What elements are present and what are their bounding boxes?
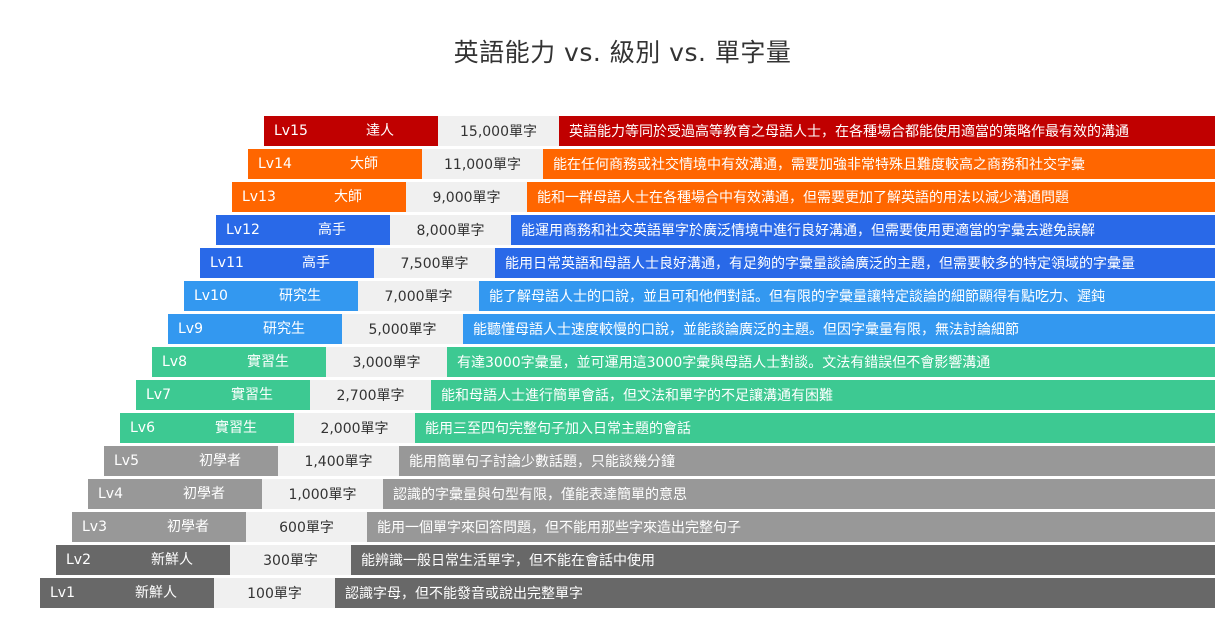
- ability-description: 能用日常英語和母語人士良好溝通，有足夠的字彙量談論廣泛的主題，但需要較多的特定領…: [495, 248, 1215, 278]
- table-row: Lv3 初學者 600單字 能用一個單字來回答問題，但不能用那些字來造出完整句子: [72, 512, 1215, 542]
- level-number: Lv10: [194, 288, 228, 304]
- vocabulary-count: 11,000單字: [422, 149, 543, 179]
- chart-title: 英語能力 vs. 級別 vs. 單字量: [453, 38, 792, 67]
- ability-description: 英語能力等同於受過高等教育之母語人士，在各種場合都能使用適當的策略作最有效的溝通: [559, 116, 1215, 146]
- level-cell: Lv15 達人: [264, 116, 438, 146]
- level-cell: Lv13 大師: [232, 182, 406, 212]
- level-number: Lv3: [82, 519, 107, 535]
- ability-description: 能用三至四句完整句子加入日常主題的會話: [415, 413, 1215, 443]
- table-row: Lv9 研究生 5,000單字 能聽懂母語人士速度較慢的口說，並能談論廣泛的主題。但因…: [168, 314, 1215, 344]
- vocabulary-count: 15,000單字: [438, 116, 559, 146]
- level-number: Lv11: [210, 255, 244, 271]
- vocabulary-count: 2,700單字: [310, 380, 431, 410]
- table-row: Lv14 大師 11,000單字 能在任何商務或社交情境中有效溝通，需要加強非常特殊且…: [248, 149, 1215, 179]
- table-row: Lv5 初學者 1,400單字 能用簡單句子討論少數話題，只能談幾分鐘: [104, 446, 1215, 476]
- table-row: Lv12 高手 8,000單字 能運用商務和社交英語單字於廣泛情境中進行良好溝通，但需…: [216, 215, 1215, 245]
- ability-description: 能了解母語人士的口說，並且可和他們對話。但有限的字彙量讓特定談論的細節顯得有點吃…: [479, 281, 1215, 311]
- level-title: 實習生: [215, 420, 257, 436]
- vocabulary-count: 600單字: [246, 512, 367, 542]
- level-cell: Lv4 初學者: [88, 479, 262, 509]
- level-number: Lv13: [242, 189, 276, 205]
- ability-description: 能和母語人士進行簡單會話，但文法和單字的不足讓溝通有困難: [431, 380, 1215, 410]
- table-row: Lv2 新鮮人 300單字 能辨識一般日常生活單字，但不能在會話中使用: [56, 545, 1215, 575]
- vocabulary-count: 3,000單字: [326, 347, 447, 377]
- level-number: Lv14: [258, 156, 292, 172]
- vocabulary-count: 100單字: [214, 578, 335, 608]
- level-title: 實習生: [247, 354, 289, 370]
- level-cell: Lv8 實習生: [152, 347, 326, 377]
- level-cell: Lv1 新鮮人: [40, 578, 214, 608]
- level-title: 達人: [366, 123, 394, 139]
- level-title: 初學者: [167, 519, 209, 535]
- level-cell: Lv11 高手: [200, 248, 374, 278]
- ability-description: 能在任何商務或社交情境中有效溝通，需要加強非常特殊且難度較高之商務和社交字彙: [543, 149, 1215, 179]
- level-number: Lv4: [98, 486, 123, 502]
- level-title: 高手: [302, 255, 330, 271]
- level-cell: Lv3 初學者: [72, 512, 246, 542]
- level-number: Lv12: [226, 222, 260, 238]
- level-cell: Lv12 高手: [216, 215, 390, 245]
- ability-description: 能聽懂母語人士速度較慢的口說，並能談論廣泛的主題。但因字彙量有限，無法討論細節: [463, 314, 1215, 344]
- level-number: Lv15: [274, 123, 308, 139]
- level-number: Lv8: [162, 354, 187, 370]
- level-title: 新鮮人: [135, 585, 177, 601]
- level-cell: Lv9 研究生: [168, 314, 342, 344]
- level-title: 研究生: [263, 321, 305, 337]
- level-number: Lv6: [130, 420, 155, 436]
- vocabulary-count: 300單字: [230, 545, 351, 575]
- table-row: Lv1 新鮮人 100單字 認識字母，但不能發音或說出完整單字: [40, 578, 1215, 608]
- vocabulary-count: 1,400單字: [278, 446, 399, 476]
- table-row: Lv8 實習生 3,000單字 有達3000字彙量，並可運用這3000字彙與母語人士對…: [152, 347, 1215, 377]
- level-cell: Lv10 研究生: [184, 281, 358, 311]
- level-title: 新鮮人: [151, 552, 193, 568]
- table-row: Lv7 實習生 2,700單字 能和母語人士進行簡單會話，但文法和單字的不足讓溝通有困…: [136, 380, 1215, 410]
- table-row: Lv6 實習生 2,000單字 能用三至四句完整句子加入日常主題的會話: [120, 413, 1215, 443]
- level-title: 高手: [318, 222, 346, 238]
- level-title: 初學者: [199, 453, 241, 469]
- level-title: 實習生: [231, 387, 273, 403]
- vocabulary-count: 8,000單字: [390, 215, 511, 245]
- level-cell: Lv2 新鮮人: [56, 545, 230, 575]
- level-number: Lv7: [146, 387, 171, 403]
- ability-description: 認識字母，但不能發音或說出完整單字: [335, 578, 1215, 608]
- vocabulary-count: 9,000單字: [406, 182, 527, 212]
- ability-description: 能運用商務和社交英語單字於廣泛情境中進行良好溝通，但需要使用更適當的字彙去避免誤…: [511, 215, 1215, 245]
- ability-description: 能用一個單字來回答問題，但不能用那些字來造出完整句子: [367, 512, 1215, 542]
- table-row: Lv10 研究生 7,000單字 能了解母語人士的口說，並且可和他們對話。但有限的字彙…: [184, 281, 1215, 311]
- vocabulary-count: 7,000單字: [358, 281, 479, 311]
- ability-description: 能辨識一般日常生活單字，但不能在會話中使用: [351, 545, 1215, 575]
- level-number: Lv9: [178, 321, 203, 337]
- vocabulary-count: 7,500單字: [374, 248, 495, 278]
- ability-description: 認識的字彙量與句型有限，僅能表達簡單的意思: [383, 479, 1215, 509]
- level-cell: Lv7 實習生: [136, 380, 310, 410]
- ability-description: 能和一群母語人士在各種場合中有效溝通，但需要更加了解英語的用法以減少溝通問題: [527, 182, 1215, 212]
- vocabulary-count: 5,000單字: [342, 314, 463, 344]
- level-cell: Lv6 實習生: [120, 413, 294, 443]
- table-row: Lv13 大師 9,000單字 能和一群母語人士在各種場合中有效溝通，但需要更加了解英…: [232, 182, 1215, 212]
- ability-description: 能用簡單句子討論少數話題，只能談幾分鐘: [399, 446, 1215, 476]
- level-title: 初學者: [183, 486, 225, 502]
- ability-description: 有達3000字彙量，並可運用這3000字彙與母語人士對談。文法有錯誤但不會影響溝…: [447, 347, 1215, 377]
- level-number: Lv5: [114, 453, 139, 469]
- vocabulary-count: 2,000單字: [294, 413, 415, 443]
- level-cell: Lv14 大師: [248, 149, 422, 179]
- table-row: Lv15 達人 15,000單字 英語能力等同於受過高等教育之母語人士，在各種場合都能…: [264, 116, 1215, 146]
- table-row: Lv4 初學者 1,000單字 認識的字彙量與句型有限，僅能表達簡單的意思: [88, 479, 1215, 509]
- level-title: 研究生: [279, 288, 321, 304]
- table-row: Lv11 高手 7,500單字 能用日常英語和母語人士良好溝通，有足夠的字彙量談論廣泛…: [200, 248, 1215, 278]
- level-title: 大師: [350, 156, 378, 172]
- vocabulary-count: 1,000單字: [262, 479, 383, 509]
- level-number: Lv2: [66, 552, 91, 568]
- level-number: Lv1: [50, 585, 75, 601]
- level-title: 大師: [334, 189, 362, 205]
- level-cell: Lv5 初學者: [104, 446, 278, 476]
